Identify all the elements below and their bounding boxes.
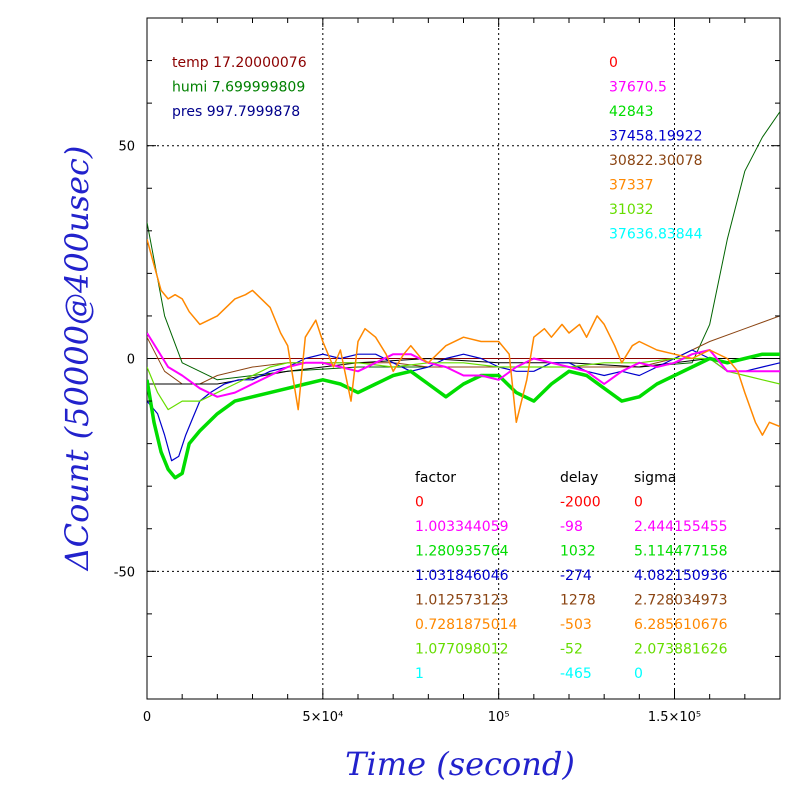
x-tick-label: 5×10⁴ — [302, 710, 343, 725]
y-tick-label: -50 — [114, 565, 135, 580]
annotations: temp 17.20000076 humi 7.699999809 pres 997… — [172, 55, 728, 682]
stats-delay-cell: -503 — [560, 617, 592, 633]
stats-sigma-cell: 4.082150936 — [634, 568, 728, 584]
stats-factor-cell: 1.280935764 — [415, 544, 509, 560]
stats-delay-cell: 1278 — [560, 593, 596, 609]
stats-sigma-cell: 5.114477158 — [634, 544, 728, 560]
series-line-5 — [147, 357, 780, 411]
stats-sigma-cell: 6.285610676 — [634, 617, 728, 633]
stats-header-delay: delay — [560, 470, 598, 486]
x-tick-label: 10⁵ — [488, 710, 510, 725]
offset-value: 0 — [609, 55, 618, 71]
stats-factor-cell: 1.003344059 — [415, 519, 509, 535]
stats-sigma-cell: 2.728034973 — [634, 593, 728, 609]
series-line-6 — [147, 352, 780, 480]
stats-factor-cell: 1.077098012 — [415, 642, 509, 658]
stats-factor-cell: 0 — [415, 495, 424, 511]
stats-delay-cell: 1032 — [560, 544, 596, 560]
x-tick-label: 0 — [143, 710, 151, 725]
offset-value: 37337 — [609, 178, 654, 194]
env-legend-entry: pres 997.7999878 — [172, 104, 300, 120]
stats-factor-cell: 0.7281875014 — [415, 617, 518, 633]
y-axis-title: ΔCount (50000@400usec) — [58, 146, 96, 573]
offset-value: 30822.30078 — [609, 153, 703, 169]
offset-value: 37636.83844 — [609, 227, 703, 243]
stats-delay-cell: -465 — [560, 666, 592, 682]
stats-delay-cell: -52 — [560, 642, 583, 658]
series-line-8 — [147, 239, 780, 436]
axis-ticks: 0 5×10⁴ 10⁵ 1.5×10⁵ 50 0 -50 — [114, 17, 781, 725]
x-tick-label: 1.5×10⁵ — [648, 710, 701, 725]
offset-value: 42843 — [609, 104, 654, 120]
stats-delay-cell: -2000 — [560, 495, 601, 511]
y-tick-label: 50 — [118, 140, 135, 155]
stats-sigma-cell: 0 — [634, 495, 643, 511]
offset-value: 37458.19922 — [609, 129, 703, 145]
stats-delay-cell: -274 — [560, 568, 592, 584]
offset-value: 31032 — [609, 202, 654, 218]
stats-header-sigma: sigma — [634, 470, 676, 486]
stats-sigma-cell: 0 — [634, 666, 643, 682]
stats-factor-cell: 1.012573123 — [415, 593, 509, 609]
x-axis-title: Time (second) — [345, 745, 575, 783]
series-group — [147, 111, 780, 480]
series-line-7 — [147, 332, 780, 398]
stats-header-factor: factor — [415, 470, 456, 486]
stats-sigma-cell: 2.073881626 — [634, 642, 728, 658]
stats-sigma-cell: 2.444155455 — [634, 519, 728, 535]
offset-value: 37670.5 — [609, 80, 667, 96]
env-legend-entry: temp 17.20000076 — [172, 55, 307, 71]
stats-delay-cell: -98 — [560, 519, 583, 535]
y-tick-label: 0 — [127, 353, 135, 368]
stats-factor-cell: 1 — [415, 666, 424, 682]
env-legend-entry: humi 7.699999809 — [172, 80, 305, 96]
stats-factor-cell: 1.031846046 — [415, 568, 509, 584]
